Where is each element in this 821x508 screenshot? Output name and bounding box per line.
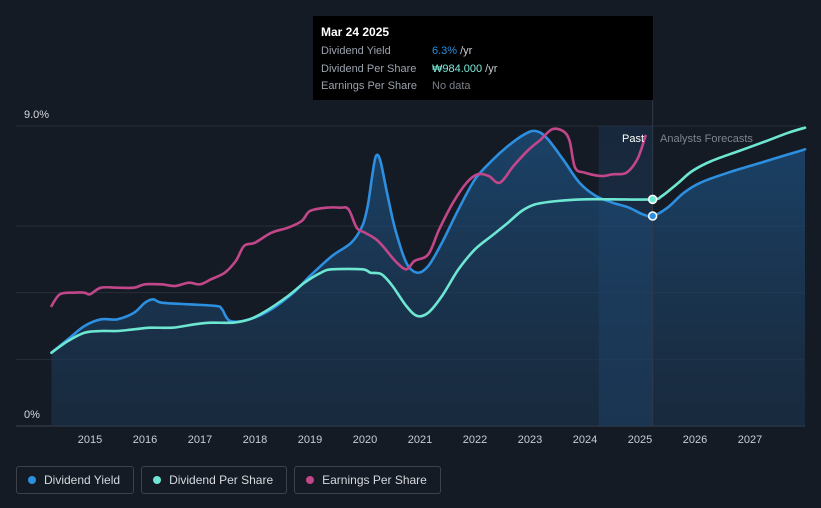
x-tick-label: 2025 — [628, 434, 652, 446]
tooltip-row-dividend-yield: Dividend Yield 6.3% /yr — [321, 43, 645, 61]
tooltip-row-earnings-per-share: Earnings Per Share No data — [321, 78, 645, 96]
x-tick-label: 2023 — [518, 434, 542, 446]
legend-dot-icon — [153, 476, 162, 484]
legend-label: Earnings Per Share — [322, 473, 427, 487]
tooltip-label: Earnings Per Share — [321, 80, 417, 92]
tooltip: Mar 24 2025 Dividend Yield 6.3% /yr Divi… — [313, 16, 653, 100]
legend-item-earnings-per-share[interactable]: Earnings Per Share — [294, 466, 441, 494]
x-tick-label: 2020 — [353, 434, 377, 446]
x-axis-labels: 2015 2016 2017 2018 2019 2020 2021 2022 2023 2024… — [78, 434, 762, 446]
series-area-dividend-yield — [51, 130, 805, 426]
tooltip-label: Dividend Per Share — [321, 62, 417, 75]
tooltip-value: No data — [432, 80, 471, 92]
y-axis-labels: 0% 9.0% — [24, 109, 49, 421]
tooltip-label: Dividend Yield — [321, 45, 391, 57]
y-tick-label: 0% — [24, 409, 40, 421]
x-tick-label: 2019 — [298, 434, 322, 446]
legend-item-dividend-per-share[interactable]: Dividend Per Share — [141, 466, 288, 494]
series-lines — [50, 126, 807, 354]
tooltip-unit: /yr — [460, 45, 473, 57]
x-tick-label: 2015 — [78, 434, 102, 446]
legend-item-dividend-yield[interactable]: Dividend Yield — [16, 466, 135, 494]
tooltip-date: Mar 24 2025 — [321, 25, 390, 39]
x-tick-label: 2026 — [683, 434, 707, 446]
legend-dot-icon — [306, 476, 315, 484]
tooltip-unit: /yr — [485, 62, 498, 75]
y-tick-label: 9.0% — [24, 109, 49, 121]
legend-label: Dividend Per Share — [169, 473, 274, 487]
series-line-dividend-yield — [50, 129, 807, 354]
past-label: Past — [622, 133, 644, 145]
x-tick-label: 2018 — [243, 434, 267, 446]
x-tick-label: 2022 — [463, 434, 487, 446]
legend: Dividend Yield Dividend Per Share Earnin… — [16, 466, 441, 494]
x-tick-label: 2021 — [408, 434, 432, 446]
marker-dividend-yield — [647, 211, 658, 221]
present-markers — [647, 194, 658, 221]
series-line-earnings-per-share — [50, 127, 647, 308]
marker-dividend-per-share — [647, 194, 658, 205]
tooltip-value: 6.3% — [432, 45, 458, 57]
legend-label: Dividend Yield — [44, 473, 121, 487]
forecast-label: Analysts Forecasts — [660, 133, 753, 145]
tooltip-value: ₩984.000 — [432, 62, 483, 75]
x-tick-label: 2024 — [573, 434, 597, 446]
tooltip-row-dividend-per-share: Dividend Per Share ₩984.000 /yr — [321, 61, 645, 79]
x-tick-label: 2017 — [188, 434, 212, 446]
x-tick-label: 2016 — [133, 434, 157, 446]
x-tick-label: 2027 — [738, 434, 762, 446]
series-line-dividend-per-share — [50, 126, 807, 354]
legend-dot-icon — [28, 476, 36, 484]
yield-area — [51, 130, 805, 426]
